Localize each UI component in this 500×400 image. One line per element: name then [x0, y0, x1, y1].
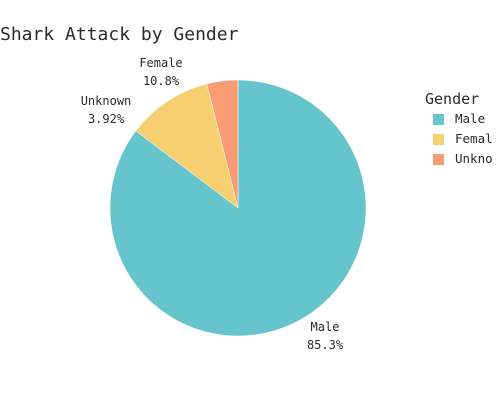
- legend-label-1[interactable]: Male: [455, 111, 485, 126]
- pie-slice-unknown[interactable]: [206, 79, 239, 209]
- legend-swatch-2[interactable]: [433, 134, 444, 145]
- legend: Gender Male Femal Unkno: [425, 90, 493, 166]
- pie-slices: [109, 79, 367, 337]
- legend-label-3[interactable]: Unkno: [455, 151, 493, 166]
- legend-label-2[interactable]: Femal: [455, 131, 493, 146]
- legend-title: Gender: [425, 90, 479, 108]
- slice-label-male: Male: [311, 320, 340, 334]
- slice-labels: Male 85.3% Female 10.8% Unknown 3.92%: [81, 56, 344, 352]
- slice-percent-unknown: 3.92%: [88, 112, 125, 126]
- slice-label-female: Female: [139, 56, 182, 70]
- slice-label-unknown: Unknown: [81, 94, 132, 108]
- slice-percent-male: 85.3%: [307, 338, 344, 352]
- legend-swatch-3[interactable]: [433, 154, 444, 165]
- slice-percent-female: 10.8%: [143, 74, 180, 88]
- legend-swatch-1[interactable]: [433, 114, 444, 125]
- pie-slice-female[interactable]: [135, 83, 239, 209]
- chart-title: Shark Attack by Gender: [0, 24, 239, 45]
